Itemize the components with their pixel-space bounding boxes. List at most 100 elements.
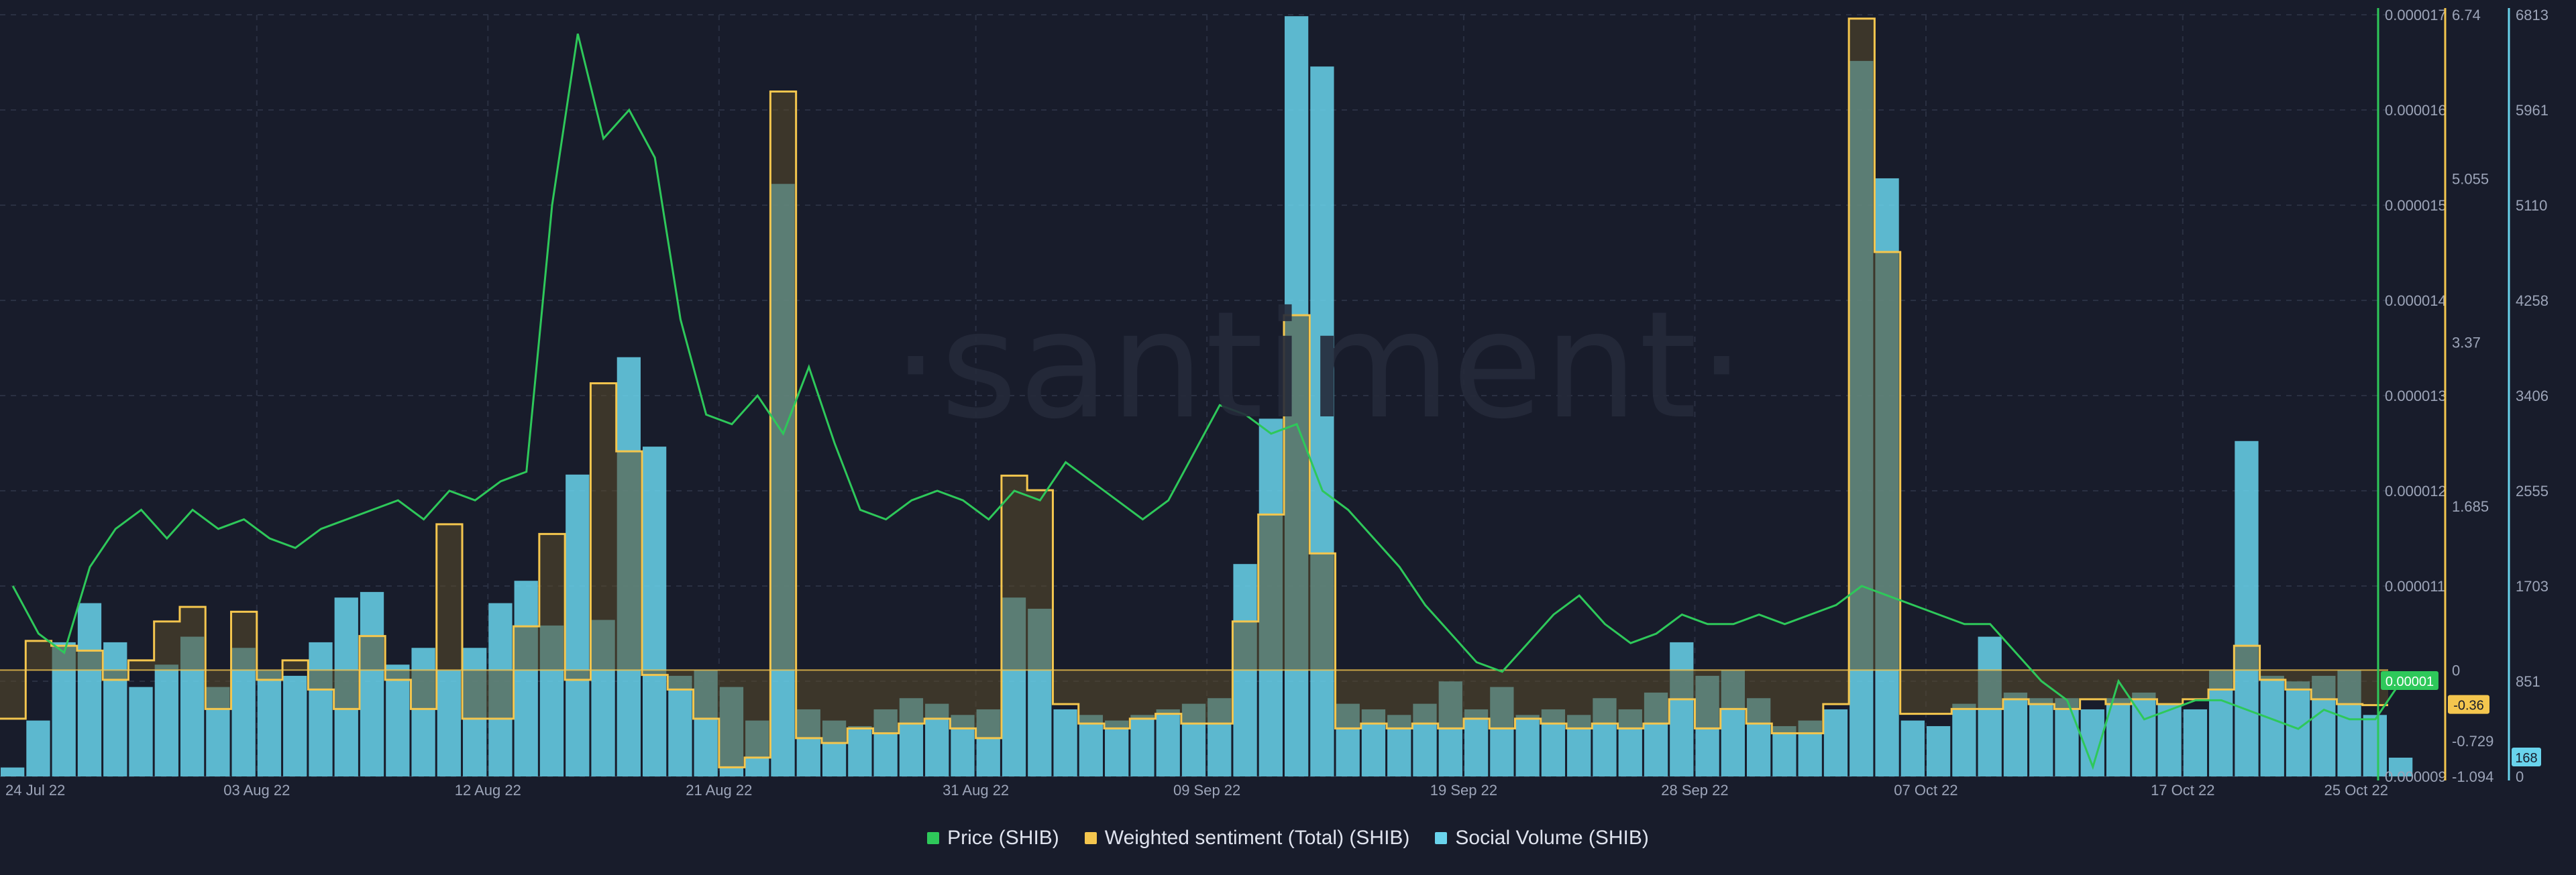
legend-item-sentiment[interactable]: Weighted sentiment (Total) (SHIB) — [1084, 827, 1410, 850]
x-tick-label: 25 Oct 22 — [2324, 782, 2388, 799]
social-volume-bar — [2029, 698, 2053, 776]
social-volume-bar — [2157, 703, 2182, 776]
social-axis-tick-label: 0 — [2516, 768, 2524, 785]
price-axis-tick-label: 0.000015 — [2385, 197, 2447, 214]
social-axis-tick-label: 2555 — [2516, 483, 2548, 500]
social-volume-bar — [129, 687, 153, 776]
axes: 24 Jul 22 03 Aug 22 12 Aug 22 21 Aug 22 31 A… — [5, 7, 2548, 799]
price-axis-tick-label: 0.000011 — [2385, 578, 2445, 595]
x-tick-label: 12 Aug 22 — [455, 782, 521, 799]
x-tick-label: 24 Jul 22 — [5, 782, 65, 799]
legend-label-social-volume: Social Volume (SHIB) — [1455, 827, 1649, 849]
social-volume-bar — [514, 581, 538, 776]
sentiment-axis-tick-label: 0 — [2452, 662, 2460, 679]
watermark: ·santiment· — [892, 280, 1747, 451]
social-volume-bar — [1105, 720, 1129, 776]
social-axis-tick-label: 5961 — [2516, 102, 2548, 119]
price-legend-swatch — [927, 832, 940, 844]
social-volume-bar — [103, 642, 127, 776]
social-axis-tick-label: 851 — [2516, 673, 2540, 690]
social-volume-bar — [2183, 709, 2208, 776]
sentiment-axis-tick-label: 5.055 — [2452, 170, 2489, 187]
social-volume-bar — [411, 648, 435, 776]
x-tick-label: 07 Oct 22 — [1894, 782, 1957, 799]
social-axis-tick-label: 3406 — [2516, 388, 2548, 404]
social-volume-bar — [309, 642, 333, 776]
social-volume-bar — [1156, 709, 1180, 776]
social-volume-bar — [2363, 715, 2387, 776]
price-current-badge — [2381, 671, 2438, 690]
social-volume-bar — [2260, 675, 2284, 776]
social-current-badge — [2512, 747, 2541, 766]
social-volume-bar — [1053, 709, 1077, 776]
sentiment-axis-tick-label: 1.685 — [2452, 498, 2489, 515]
social-axis-tick-label: 6813 — [2516, 7, 2548, 23]
social-volume-bar — [386, 664, 410, 776]
x-tick-label: 28 Sep 22 — [1661, 782, 1728, 799]
social-volume-bar — [1130, 715, 1155, 776]
social-volume-bar — [257, 670, 282, 776]
x-tick-label: 31 Aug 22 — [943, 782, 1009, 799]
x-tick-label: 09 Sep 22 — [1173, 782, 1240, 799]
social-volume-bar — [1515, 715, 1540, 776]
social-axis-tick-label: 5110 — [2516, 197, 2547, 214]
social-volume-bar — [1670, 642, 1694, 776]
social-volume-bar — [1823, 709, 1848, 776]
price-axis-tick-label: 0.000017 — [2385, 7, 2447, 23]
sentiment-line — [0, 17, 2388, 768]
sentiment-legend-swatch — [1084, 832, 1097, 844]
x-tick-label: 03 Aug 22 — [223, 782, 290, 799]
social-volume-bar — [77, 603, 102, 776]
price-axis-tick-label: 0.000016 — [2385, 102, 2447, 119]
sentiment-axis-tick-label: 3.37 — [2452, 335, 2481, 351]
social-current-value: 168 — [2515, 751, 2537, 766]
social-volume-bar — [1772, 725, 1796, 776]
social-volume-bar — [2003, 692, 2028, 776]
price-axis-tick-label: 0.000012 — [2385, 483, 2447, 500]
legend-item-social-volume[interactable]: Social Volume (SHIB) — [1435, 827, 1649, 850]
sentiment-axis-tick-label: -0.729 — [2452, 733, 2493, 750]
price-series — [11, 34, 2402, 770]
sentiment-current-badge — [2448, 695, 2489, 714]
x-tick-label: 17 Oct 22 — [2151, 782, 2214, 799]
social-axis-tick-label: 4258 — [2516, 292, 2548, 309]
legend-item-price[interactable]: Price (SHIB) — [927, 827, 1059, 850]
social-volume-bar — [26, 720, 50, 776]
x-tick-label: 21 Aug 22 — [686, 782, 752, 799]
social-volume-bar — [360, 591, 384, 776]
price-axis-tick-label: 0.000014 — [2385, 292, 2447, 309]
social-volume-bar — [642, 447, 667, 776]
social-volume-bar — [283, 675, 307, 776]
social-volume-bar — [566, 474, 590, 776]
social-axis-tick-label: 1703 — [2516, 578, 2548, 595]
social-volume-bar — [154, 664, 178, 776]
sentiment-axis-tick-label: 6.74 — [2452, 7, 2481, 23]
grid-lines — [0, 14, 2388, 777]
social-volume-bar — [848, 725, 872, 776]
social-volume-bar — [1079, 715, 1104, 776]
social-volume-bar — [1464, 709, 1489, 776]
x-tick-label: 19 Sep 22 — [1430, 782, 1497, 799]
weighted-sentiment-series — [0, 17, 2388, 768]
price-axis-tick-label: 0.000013 — [2385, 388, 2447, 404]
sentiment-area — [0, 18, 2388, 768]
social-volume-bar — [2055, 698, 2079, 776]
price-axis-tick-label: 0.000009 — [2385, 768, 2447, 785]
price-current-value: 0.00001 — [2385, 675, 2434, 689]
social-volume-bar — [668, 675, 692, 776]
social-volume-legend-swatch — [1435, 832, 1448, 844]
legend-label-price: Price (SHIB) — [947, 827, 1059, 849]
social-volume-bar — [437, 670, 462, 776]
social-volume-bar — [1926, 725, 1951, 776]
social-volume-bar — [1952, 703, 1976, 776]
social-volume-bar — [2235, 441, 2259, 776]
price-line — [11, 34, 2402, 770]
social-volume-bar — [1900, 720, 1925, 776]
legend-label-sentiment: Weighted sentiment (Total) (SHIB) — [1104, 827, 1410, 849]
chart-legend: Price (SHIB) Weighted sentiment (Total) … — [0, 823, 2576, 853]
sentiment-axis-tick-label: -1.094 — [2452, 768, 2493, 785]
sentiment-current-value: -0.36 — [2453, 699, 2484, 713]
social-volume-bar — [1, 767, 25, 776]
